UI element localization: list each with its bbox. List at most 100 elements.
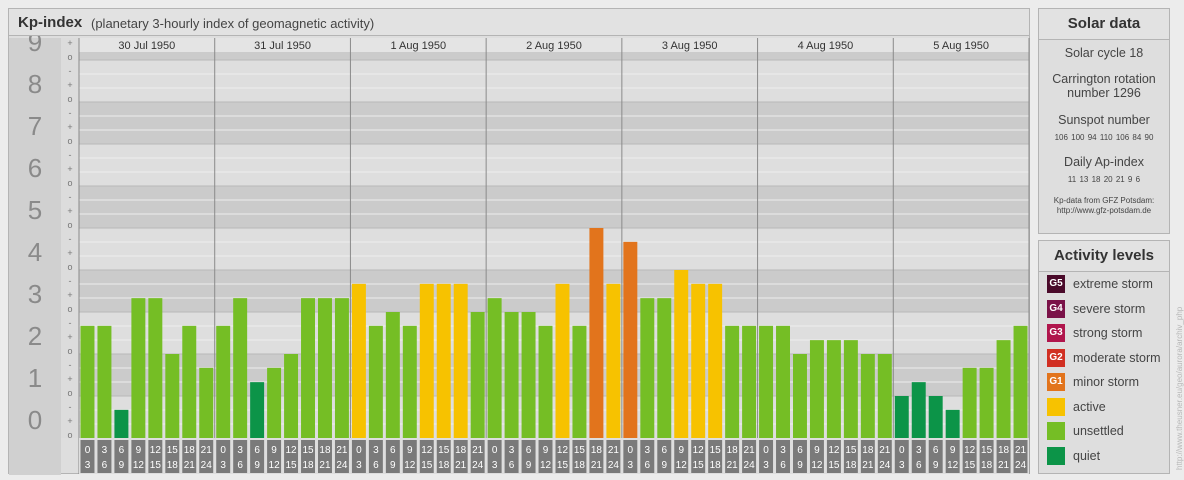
interval-end-label: 15 [557,460,569,471]
carrington-line-2: number 1296 [1067,86,1141,100]
solar-cycle: Solar cycle 18 [1064,46,1144,60]
interval-cell [945,440,960,473]
kp-band [79,144,1029,186]
interval-start-label: 0 [85,445,91,456]
day-label: 2 Aug 1950 [526,40,582,52]
kp-bar [657,298,672,438]
legend-label: moderate storm [1073,350,1161,365]
chart-subtitle: (planetary 3-hourly index of geomagnetic… [91,16,375,31]
kp-bar [945,409,960,438]
kp-bar [691,283,706,438]
interval-start-label: 6 [119,445,125,456]
subdivision-mark: o [67,136,72,146]
interval-start-label: 0 [628,445,634,456]
interval-end-label: 6 [780,460,786,471]
kp-bar [538,325,553,438]
subdivision-mark: - [69,108,72,118]
interval-cell [606,440,621,473]
interval-end-label: 24 [608,460,620,471]
interval-start-label: 21 [1015,445,1027,456]
interval-end-label: 3 [85,460,91,471]
interval-end-label: 3 [763,460,769,471]
kp-bar [606,283,621,438]
interval-start-label: 3 [373,445,379,456]
interval-end-label: 18 [845,460,857,471]
kp-bar [776,325,790,438]
interval-end-label: 18 [438,460,450,471]
kp-bar [182,325,197,438]
interval-start-label: 9 [271,445,277,456]
interval-cell [979,440,994,473]
interval-cell [97,440,112,473]
y-tick-label: 2 [28,321,42,351]
interval-cell [267,440,282,473]
interval-cell [572,440,587,473]
y-tick-label: 0 [28,405,42,435]
interval-start-label: 6 [797,445,803,456]
interval-end-label: 24 [879,460,891,471]
kp-bar [402,325,417,438]
interval-end-label: 18 [981,460,993,471]
y-tick-label: 1 [28,363,42,393]
legend-swatch: G4 [1047,299,1065,318]
interval-cell [809,440,824,473]
y-tick-label: 4 [28,237,42,267]
legend-label: unsettled [1073,424,1124,438]
source-line-1: Kp-data from GFZ Potsdam: [1053,196,1155,205]
interval-cell [538,440,553,473]
interval-end-label: 12 [269,460,281,471]
legend-swatch: G3 [1047,324,1065,342]
kp-bar [216,325,231,438]
interval-end-label: 9 [254,460,260,471]
interval-start-label: 9 [543,445,549,456]
interval-cell [1013,440,1028,473]
kp-bar [470,312,485,438]
sunspot-heading: Sunspot number [1058,113,1150,127]
subdivision-column [61,38,79,438]
interval-start-label: 3 [237,445,243,456]
kp-band [79,270,1029,312]
interval-end-label: 21 [998,460,1010,471]
interval-cell [640,440,655,473]
interval-start-label: 3 [102,445,108,456]
interval-cell [894,440,909,473]
subdivision-mark: - [69,150,72,160]
interval-cell [148,440,163,473]
interval-end-label: 9 [797,460,803,471]
interval-start-label: 18 [455,445,467,456]
solar-data-panel: Solar data Solar cycle 18 Carrington rot… [1038,8,1170,234]
interval-cell [182,440,197,473]
subdivision-mark: + [67,374,72,384]
interval-cell [623,440,638,473]
interval-cell [385,440,400,473]
interval-start-label: 21 [336,445,348,456]
interval-cell [368,440,383,473]
interval-cell [589,440,604,473]
kp-band [79,102,1029,144]
y-tick-label: 5 [28,195,42,225]
interval-cell [674,440,689,473]
interval-start-label: 3 [916,445,922,456]
kp-chart-panel: 0 1 2 3 4 5 6 7 8 9 o + - o + - o + - o + - o + - o + - o + - o + - o + - o +3… [8,8,1030,475]
subdivision-mark: + [67,332,72,342]
interval-start-label: 0 [763,445,769,456]
interval-start-label: 9 [950,445,956,456]
interval-start-label: 15 [981,445,993,456]
kp-bar [131,298,146,438]
subdivision-mark: + [67,416,72,426]
interval-start-label: 9 [678,445,684,456]
interval-start-label: 15 [167,445,179,456]
interval-start-label: 18 [862,445,874,456]
subdivision-mark: o [67,304,72,314]
subdivision-mark: + [67,80,72,90]
kp-bar [504,312,519,438]
activity-heading: Activity levels [1039,241,1169,272]
interval-cell [708,440,723,473]
ap-heading: Daily Ap-index [1064,155,1144,169]
kp-band [79,60,1029,102]
interval-start-label: 18 [591,445,603,456]
kp-bar [453,283,468,438]
interval-end-label: 15 [693,460,705,471]
interval-cell [351,440,366,473]
